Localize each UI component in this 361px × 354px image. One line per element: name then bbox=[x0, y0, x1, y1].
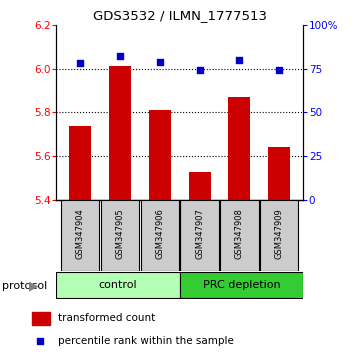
Point bbox=[37, 338, 43, 343]
Bar bbox=[109, 67, 131, 200]
Bar bbox=[56, 272, 180, 298]
Point bbox=[277, 68, 282, 73]
Point bbox=[236, 57, 242, 63]
Bar bbox=[220, 200, 258, 271]
Bar bbox=[140, 200, 179, 271]
Text: GSM347908: GSM347908 bbox=[235, 209, 244, 259]
Text: control: control bbox=[99, 280, 137, 290]
Text: GSM347906: GSM347906 bbox=[155, 209, 164, 259]
Bar bbox=[101, 200, 139, 271]
Bar bbox=[229, 97, 251, 200]
Point bbox=[117, 53, 123, 59]
Bar bbox=[180, 272, 303, 298]
Text: protocol: protocol bbox=[2, 281, 47, 291]
Text: GSM347904: GSM347904 bbox=[75, 209, 84, 259]
Bar bbox=[180, 200, 219, 271]
Text: GSM347905: GSM347905 bbox=[115, 209, 124, 259]
Bar bbox=[260, 200, 299, 271]
Text: ▶: ▶ bbox=[29, 279, 38, 292]
Point bbox=[77, 61, 83, 66]
Text: PRC depletion: PRC depletion bbox=[203, 280, 280, 290]
Bar bbox=[69, 126, 91, 200]
Title: GDS3532 / ILMN_1777513: GDS3532 / ILMN_1777513 bbox=[93, 9, 266, 22]
Text: GSM347909: GSM347909 bbox=[275, 209, 284, 259]
Bar bbox=[61, 200, 99, 271]
Bar bbox=[32, 312, 50, 325]
Point bbox=[157, 59, 162, 64]
Bar bbox=[149, 110, 171, 200]
Bar bbox=[268, 148, 290, 200]
Text: GSM347907: GSM347907 bbox=[195, 209, 204, 259]
Text: transformed count: transformed count bbox=[58, 313, 155, 323]
Text: percentile rank within the sample: percentile rank within the sample bbox=[58, 336, 234, 346]
Point bbox=[197, 68, 203, 73]
Bar bbox=[188, 172, 210, 200]
